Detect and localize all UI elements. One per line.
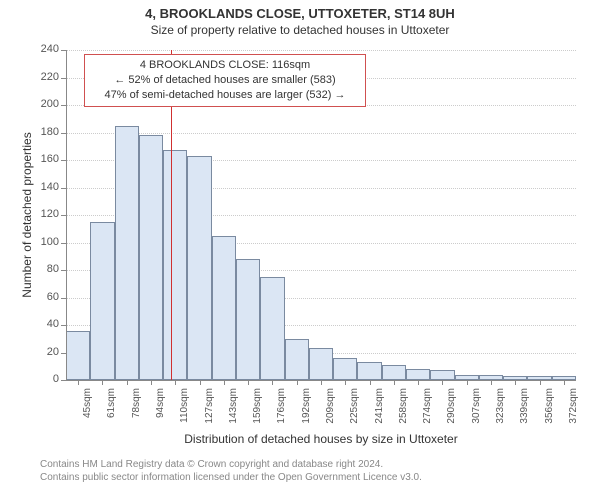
histogram-bar — [430, 370, 454, 380]
histogram-bar — [357, 362, 381, 380]
ytick-label: 140 — [31, 181, 59, 193]
xtick-label: 339sqm — [519, 388, 530, 438]
y-axis-line — [66, 50, 67, 380]
xtick-label: 323sqm — [495, 388, 506, 438]
xtick-label: 290sqm — [446, 388, 457, 438]
gridline — [66, 50, 576, 51]
info-line-2: ← 52% of detached houses are smaller (58… — [91, 73, 359, 88]
xtick-label: 176sqm — [276, 388, 287, 438]
xtick-label: 258sqm — [398, 388, 409, 438]
ytick-label: 120 — [31, 208, 59, 220]
info-line-1: 4 BROOKLANDS CLOSE: 116sqm — [91, 58, 359, 73]
xtick-label: 143sqm — [228, 388, 239, 438]
xtick-label: 127sqm — [204, 388, 215, 438]
page-title: 4, BROOKLANDS CLOSE, UTTOXETER, ST14 8UH — [0, 6, 600, 21]
page-root: 4, BROOKLANDS CLOSE, UTTOXETER, ST14 8UH… — [0, 0, 600, 500]
histogram-bar — [90, 222, 114, 380]
ytick-label: 0 — [31, 373, 59, 385]
title-block: 4, BROOKLANDS CLOSE, UTTOXETER, ST14 8UH… — [0, 6, 600, 37]
gridline — [66, 133, 576, 134]
ytick-label: 100 — [31, 236, 59, 248]
xtick-label: 209sqm — [325, 388, 336, 438]
xtick-label: 78sqm — [131, 388, 142, 438]
ytick-label: 20 — [31, 346, 59, 358]
ytick-label: 200 — [31, 98, 59, 110]
footer: Contains HM Land Registry data © Crown c… — [40, 458, 422, 484]
xtick-label: 307sqm — [471, 388, 482, 438]
info-line-3: 47% of semi-detached houses are larger (… — [91, 88, 359, 103]
histogram-bar — [187, 156, 211, 380]
xtick-label: 372sqm — [568, 388, 579, 438]
footer-line-1: Contains HM Land Registry data © Crown c… — [40, 458, 422, 471]
histogram-bar — [115, 126, 139, 380]
ytick-label: 240 — [31, 43, 59, 55]
histogram-bar — [382, 365, 406, 380]
histogram-bar — [236, 259, 260, 380]
page-subtitle: Size of property relative to detached ho… — [0, 23, 600, 37]
xtick-label: 61sqm — [106, 388, 117, 438]
xtick-label: 159sqm — [252, 388, 263, 438]
xtick-label: 356sqm — [544, 388, 555, 438]
footer-line-2: Contains public sector information licen… — [40, 471, 422, 484]
info-box: 4 BROOKLANDS CLOSE: 116sqm ← 52% of deta… — [84, 54, 366, 107]
histogram-bar — [260, 277, 284, 380]
x-axis-line — [66, 380, 576, 381]
histogram-bar — [309, 348, 333, 380]
xtick-label: 94sqm — [155, 388, 166, 438]
histogram-bar — [163, 150, 187, 380]
histogram-bar — [139, 135, 163, 380]
ytick-label: 220 — [31, 71, 59, 83]
histogram-bar — [406, 369, 430, 380]
ytick-label: 60 — [31, 291, 59, 303]
xtick-label: 192sqm — [301, 388, 312, 438]
xtick-label: 241sqm — [374, 388, 385, 438]
ytick-label: 180 — [31, 126, 59, 138]
ytick-label: 40 — [31, 318, 59, 330]
ytick-label: 160 — [31, 153, 59, 165]
histogram-bar — [333, 358, 357, 380]
histogram-bar — [66, 331, 90, 381]
ytick-label: 80 — [31, 263, 59, 275]
xtick-label: 45sqm — [82, 388, 93, 438]
xtick-label: 225sqm — [349, 388, 360, 438]
histogram-bar — [212, 236, 236, 380]
xtick-label: 274sqm — [422, 388, 433, 438]
histogram-bar — [285, 339, 309, 380]
xtick-label: 110sqm — [179, 388, 190, 438]
